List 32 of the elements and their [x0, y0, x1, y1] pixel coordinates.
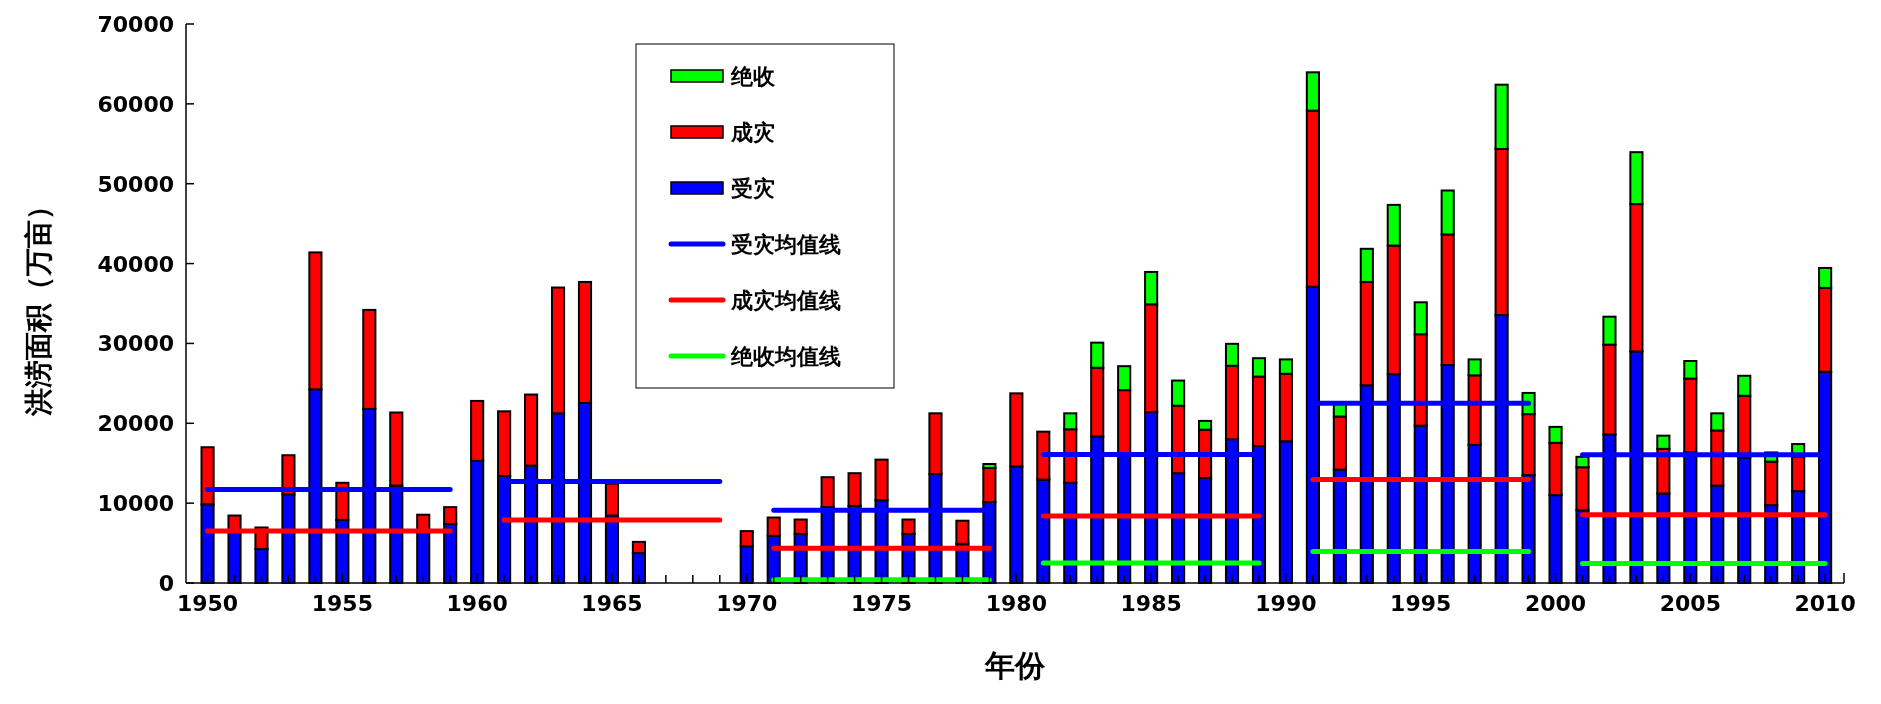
y-tick-label: 10000 — [97, 491, 174, 517]
x-tick-label: 2005 — [1659, 591, 1721, 616]
bar — [820, 476, 835, 509]
bar — [604, 482, 620, 517]
y-axis-title: 洪涝面积（万亩） — [22, 191, 55, 417]
x-tick-label: 1995 — [1390, 591, 1452, 616]
x-tick-label: 2010 — [1794, 591, 1856, 616]
y-tick-label: 30000 — [97, 331, 174, 357]
bar — [389, 411, 404, 487]
legend-label: 成灾 — [730, 120, 775, 145]
legend-label: 受灾 — [731, 176, 775, 201]
x-tick-label: 1970 — [716, 591, 778, 616]
y-tick-label: 70000 — [97, 12, 174, 37]
x-tick-label: 1955 — [311, 591, 373, 616]
y-tick-label: 0 — [158, 571, 174, 596]
x-tick-label: 1950 — [176, 591, 239, 616]
legend-label: 绝收均值线 — [730, 344, 841, 369]
x-tick-label: 1985 — [1120, 591, 1182, 616]
y-tick-label: 50000 — [97, 171, 174, 197]
x-tick-label: 1965 — [581, 591, 643, 616]
x-tick-label: 1960 — [446, 591, 508, 616]
legend-label: 成灾均值线 — [730, 288, 841, 313]
legend-label: 受灾均值线 — [731, 232, 841, 257]
x-tick-label: 1980 — [985, 591, 1047, 616]
x-tick-label: 1975 — [850, 591, 913, 616]
y-tick-label: 20000 — [97, 411, 174, 437]
x-axis-title: 年份 — [984, 648, 1046, 683]
y-tick-label: 40000 — [97, 251, 174, 277]
legend-label: 绝收 — [730, 64, 776, 89]
x-tick-label: 1990 — [1255, 591, 1317, 616]
y-tick-label: 60000 — [97, 91, 174, 117]
x-tick-label: 2000 — [1524, 591, 1587, 616]
